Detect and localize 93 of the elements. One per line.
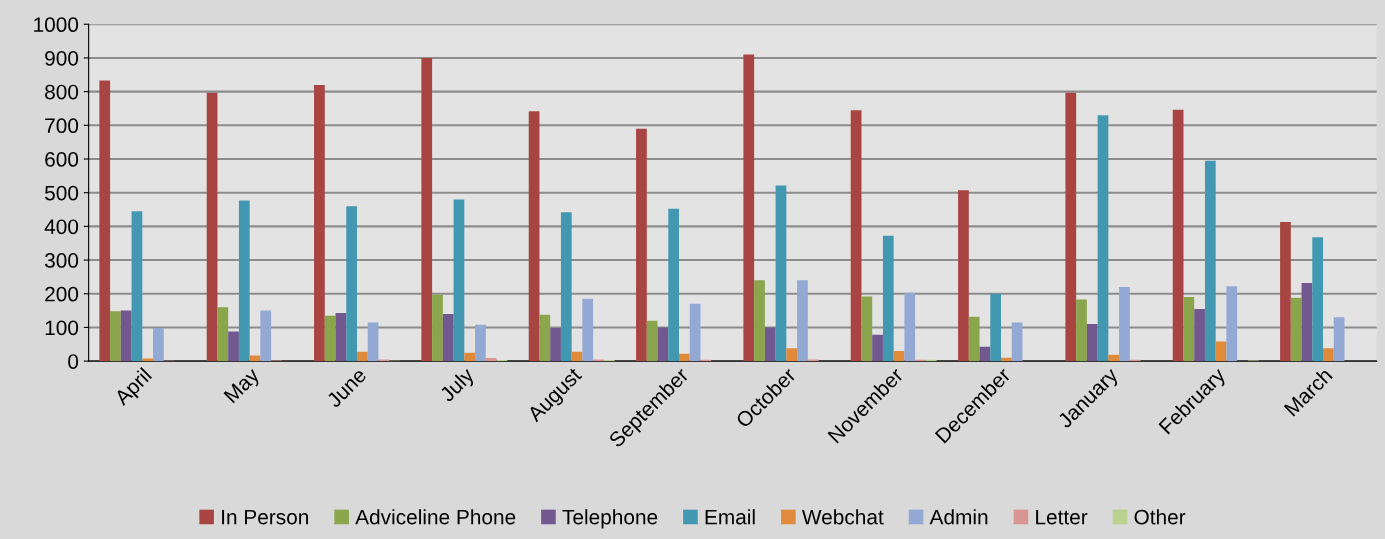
bar [668,208,679,362]
bar [442,313,454,362]
bar [367,322,379,362]
legend-label: Email [705,509,755,525]
bar [990,293,1002,362]
bar [324,315,336,362]
bar [1172,109,1184,362]
bar [120,310,132,362]
bar [646,320,658,362]
bar [1290,297,1302,362]
bar [1194,308,1205,362]
legend-label: Telephone [562,509,658,529]
bar [228,331,239,362]
bar [1001,357,1012,362]
bar [1183,297,1195,362]
bar [539,314,551,362]
bar [110,311,121,362]
legend-label: Admin [929,509,988,525]
legend-label: Letter [1036,509,1088,525]
bar [861,296,873,362]
legend-label: Other [1134,509,1186,525]
bar [1097,115,1109,362]
bar [657,327,669,362]
bar [528,111,540,362]
y-tick-label: 300 [44,253,79,268]
bar [238,200,250,362]
bar [786,348,798,362]
bar [1076,299,1087,362]
bar [335,312,347,362]
bar [153,328,164,362]
y-tick-label: 600 [45,152,79,167]
bar [1280,222,1291,362]
bar [485,358,497,362]
bar [260,310,272,362]
bar [1108,354,1120,362]
bar [421,57,433,362]
y-tick-label: 800 [45,84,79,100]
bar [464,352,476,362]
bar [797,280,808,362]
bar [979,346,991,362]
legend-label: In Person [222,509,308,525]
bar [754,280,765,362]
y-tick-label: 700 [45,118,79,134]
bar [1011,322,1023,362]
bar [582,298,594,362]
bar [1204,160,1216,362]
bar [1226,286,1238,362]
bar [453,199,465,362]
bar [743,54,755,362]
bar [1215,341,1227,362]
bar [1065,92,1077,362]
bar [356,351,368,362]
x-tick-label: July [438,366,479,406]
bar [131,211,143,362]
bar [432,294,443,362]
bar [550,328,561,362]
bar [560,212,572,362]
bar [893,351,905,362]
bar [882,235,894,362]
bar [346,206,357,362]
bar [958,190,969,362]
y-tick-label: 400 [44,219,79,235]
bar [1323,348,1334,362]
bar [1333,317,1345,362]
legend-label: Adviceline Phone [355,509,516,525]
y-tick-label: 1000 [34,17,79,33]
x-tick-label: May [223,366,264,407]
bar [142,358,154,362]
bar [689,303,701,362]
bar [1086,324,1098,362]
bar [217,307,229,362]
y-tick-label: 500 [45,185,79,201]
y-tick-label: 200 [45,286,79,302]
bar [99,80,111,362]
bar [775,185,787,362]
bar [904,292,916,362]
bar [636,128,647,362]
y-tick-label: 0 [68,354,79,369]
bar [206,92,218,362]
legend-label: Webchat [801,509,884,525]
bar [1301,282,1313,362]
bar [968,316,980,362]
bar [1119,287,1130,362]
bar [314,84,325,362]
y-tick-label: 100 [45,320,79,336]
bar [475,324,486,362]
y-tick-label: 900 [45,50,79,66]
bar [764,327,776,362]
bar [1312,237,1324,362]
bar [249,355,261,362]
bar [872,334,883,362]
bar [679,353,690,362]
bar [850,110,862,362]
